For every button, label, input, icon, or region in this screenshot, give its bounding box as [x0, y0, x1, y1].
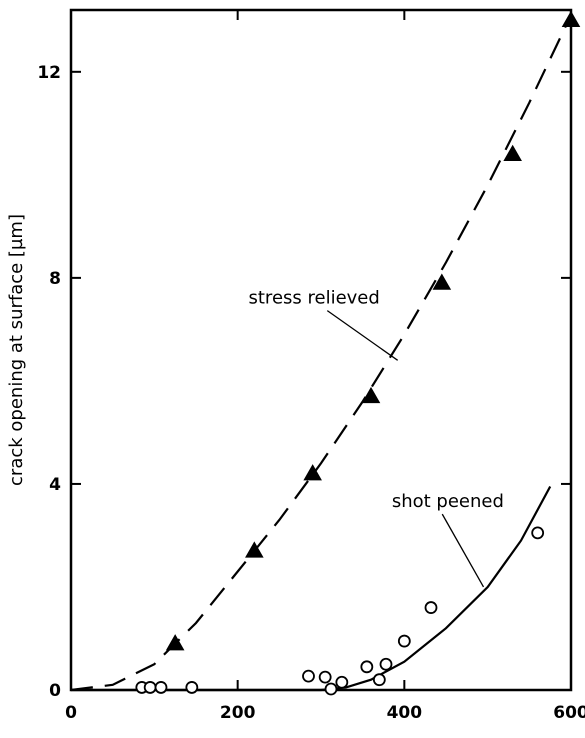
x-tick-label: 600: [553, 703, 585, 723]
x-tick-label: 0: [65, 703, 77, 723]
data-marks: [135, 10, 581, 696]
series-2-point: [302, 669, 315, 683]
series-1-point: [432, 273, 452, 290]
series-1-point: [361, 386, 381, 404]
series-2-point: [397, 634, 411, 648]
y-tick-label: 8: [49, 269, 61, 289]
series-2-point: [531, 526, 545, 540]
series-2-point: [335, 675, 349, 689]
series-1-fit-line: [70, 14, 572, 692]
series-2-point: [424, 601, 438, 614]
y-tick-label: 12: [37, 63, 61, 83]
plot-border: [69, 8, 573, 692]
series-1-point: [561, 10, 581, 28]
series-1-point: [165, 634, 185, 651]
series-2-point: [185, 681, 199, 694]
series-2-point: [154, 681, 168, 694]
fit-curves: [70, 14, 572, 692]
annotation-label-1: stress relieved: [249, 288, 380, 309]
series-1-point: [303, 464, 322, 481]
axis-ticks: 0 200 400 600 0 4 8 12: [37, 10, 585, 723]
x-tick-label: 200: [220, 703, 256, 723]
series-1-point: [503, 144, 522, 161]
series-2-point: [372, 673, 386, 687]
annotation-leader-2: [441, 513, 485, 588]
series-2-point: [324, 682, 338, 696]
series-1-point: [245, 541, 264, 558]
x-tick-label: 400: [387, 703, 423, 723]
annotation-leader-1: [326, 310, 399, 361]
annotations: stress relieved shot peened: [249, 288, 504, 588]
series-2-point: [318, 670, 332, 684]
series-2-point: [379, 657, 393, 671]
series-2-point: [360, 660, 374, 674]
y-tick-label: 0: [49, 681, 61, 701]
series-2-fit-line: [71, 485, 552, 692]
annotation-label-2: shot peened: [392, 491, 504, 512]
y-axis-label: crack opening at surface [µm]: [6, 214, 27, 486]
series-2-point: [143, 681, 157, 694]
y-tick-label: 4: [49, 475, 61, 495]
plot-frame: [69, 8, 573, 692]
